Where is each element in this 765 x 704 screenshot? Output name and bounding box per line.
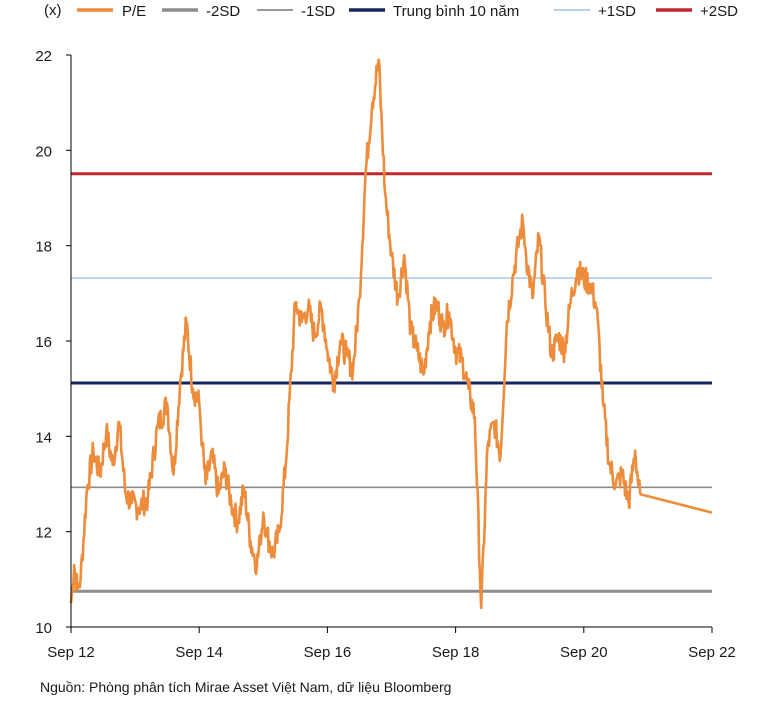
x-tick-label: Sep 20	[560, 644, 608, 661]
unit-label: (x)	[44, 2, 62, 19]
x-tick-label: Sep 22	[688, 644, 736, 661]
x-tick-label: Sep 16	[304, 644, 352, 661]
y-tick-label: 16	[35, 334, 52, 351]
y-tick-label: 14	[35, 429, 52, 446]
y-tick-label: 12	[35, 525, 52, 542]
legend-label: +2SD	[700, 3, 738, 20]
y-tick-label: 22	[35, 48, 52, 65]
legend-label: -1SD	[301, 3, 335, 20]
y-tick-label: 18	[35, 239, 52, 256]
legend-label: +1SD	[598, 3, 636, 20]
pe-line	[69, 58, 713, 610]
y-tick-label: 10	[35, 620, 52, 637]
series-group	[69, 58, 713, 610]
source-note: Nguồn: Phòng phân tích Mirae Asset Việt …	[40, 679, 452, 695]
legend: (x) P/E -2SD -1SD Trung bình 10 năm +1SD +2SD	[44, 2, 738, 20]
x-tick-label: Sep 18	[432, 644, 480, 661]
legend-label: Trung bình 10 năm	[393, 3, 519, 20]
legend-label: P/E	[122, 3, 146, 20]
y-ticks: 10 12 14 16 18 20 22	[35, 48, 71, 637]
legend-label: -2SD	[206, 3, 240, 20]
x-tick-label: Sep 12	[47, 644, 95, 661]
x-tick-label: Sep 14	[175, 644, 223, 661]
x-ticks: Sep 12 Sep 14 Sep 16 Sep 18 Sep 20 Sep 22	[47, 627, 736, 661]
reference-lines	[71, 172, 712, 593]
y-tick-label: 20	[35, 143, 52, 160]
